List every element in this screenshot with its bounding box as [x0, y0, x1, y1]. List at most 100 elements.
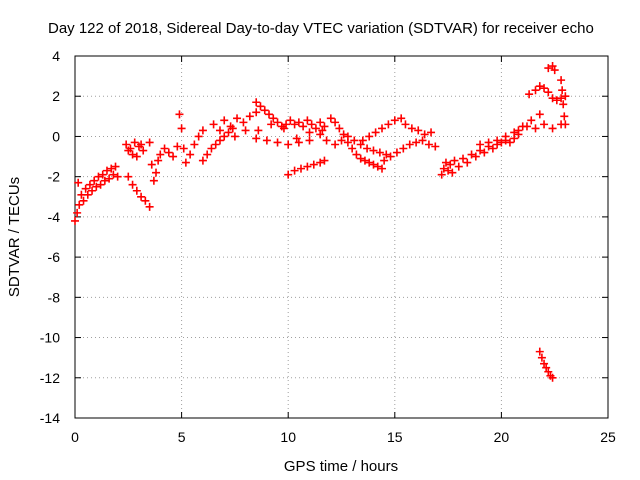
data-point — [535, 82, 544, 91]
data-point — [198, 156, 207, 165]
data-point — [305, 136, 314, 145]
data-point — [260, 106, 269, 115]
data-point — [320, 156, 329, 165]
data-point — [98, 170, 107, 179]
x-axis-label: GPS time / hours — [284, 458, 398, 475]
data-point — [552, 96, 561, 105]
data-point — [311, 124, 320, 133]
data-point — [181, 158, 190, 167]
data-point — [558, 86, 567, 95]
data-point — [132, 152, 141, 161]
data-point — [96, 180, 105, 189]
data-point — [209, 120, 218, 129]
data-point — [369, 146, 378, 155]
data-point — [399, 144, 408, 153]
data-point — [296, 164, 305, 173]
data-point — [382, 150, 391, 159]
data-point — [88, 186, 97, 195]
data-point — [454, 162, 463, 171]
y-tick-label: 2 — [52, 88, 60, 104]
data-point — [390, 116, 399, 125]
data-point — [256, 102, 265, 111]
data-point — [531, 124, 540, 133]
data-point — [550, 66, 559, 75]
data-point — [137, 192, 146, 201]
data-point — [75, 200, 84, 209]
data-point — [488, 144, 497, 153]
data-point — [220, 116, 229, 125]
data-point — [254, 126, 263, 135]
data-point — [303, 116, 312, 125]
data-point — [90, 176, 99, 185]
data-point — [147, 160, 156, 169]
data-point — [252, 134, 261, 143]
y-tick-label: -6 — [48, 249, 61, 265]
data-point — [343, 132, 352, 141]
data-point — [548, 124, 557, 133]
data-point — [149, 176, 158, 185]
data-point — [81, 184, 90, 193]
data-point — [450, 156, 459, 165]
data-point — [544, 88, 553, 97]
data-point — [448, 168, 457, 177]
data-point — [128, 180, 137, 189]
data-point — [309, 160, 318, 169]
data-point — [540, 359, 549, 368]
data-point — [267, 120, 276, 129]
data-point — [220, 132, 229, 141]
data-point — [284, 170, 293, 179]
data-point — [484, 138, 493, 147]
data-point — [557, 76, 566, 85]
data-point — [424, 140, 433, 149]
data-point — [102, 166, 111, 175]
x-tick-label: 15 — [387, 429, 403, 445]
data-point — [363, 144, 372, 153]
data-point — [510, 128, 519, 137]
data-point — [154, 156, 163, 165]
data-point — [130, 138, 139, 147]
data-point — [501, 132, 510, 141]
data-point — [540, 120, 549, 129]
data-point — [378, 164, 387, 173]
data-point — [194, 132, 203, 141]
data-point — [316, 158, 325, 167]
data-point — [203, 150, 212, 159]
data-point — [305, 128, 314, 137]
data-point — [74, 178, 83, 187]
data-point — [544, 64, 553, 73]
y-tick-label: -12 — [40, 370, 60, 386]
data-point — [527, 116, 536, 125]
data-point — [122, 140, 131, 149]
data-point — [365, 132, 374, 141]
y-tick-label: -14 — [40, 410, 60, 426]
data-point — [79, 196, 88, 205]
data-point — [322, 136, 331, 145]
data-point — [109, 170, 118, 179]
data-point — [290, 166, 299, 175]
data-point — [537, 353, 546, 362]
data-point — [514, 126, 523, 135]
data-point — [373, 162, 382, 171]
data-point — [145, 202, 154, 211]
data-point — [282, 120, 291, 129]
data-point — [339, 130, 348, 139]
data-point — [92, 182, 101, 191]
data-point — [269, 114, 278, 123]
grid — [75, 56, 608, 418]
data-point — [559, 100, 568, 109]
data-point — [179, 144, 188, 153]
data-point — [414, 126, 423, 135]
data-point — [226, 122, 235, 131]
data-point — [303, 162, 312, 171]
data-point — [126, 144, 135, 153]
data-point — [85, 180, 94, 189]
data-point — [198, 126, 207, 135]
data-point — [439, 164, 448, 173]
data-point — [164, 148, 173, 157]
data-point — [418, 136, 427, 145]
data-point — [318, 126, 327, 135]
chart-title: Day 122 of 2018, Sidereal Day-to-day VTE… — [48, 20, 594, 37]
data-point — [561, 120, 570, 129]
data-point — [224, 128, 233, 137]
